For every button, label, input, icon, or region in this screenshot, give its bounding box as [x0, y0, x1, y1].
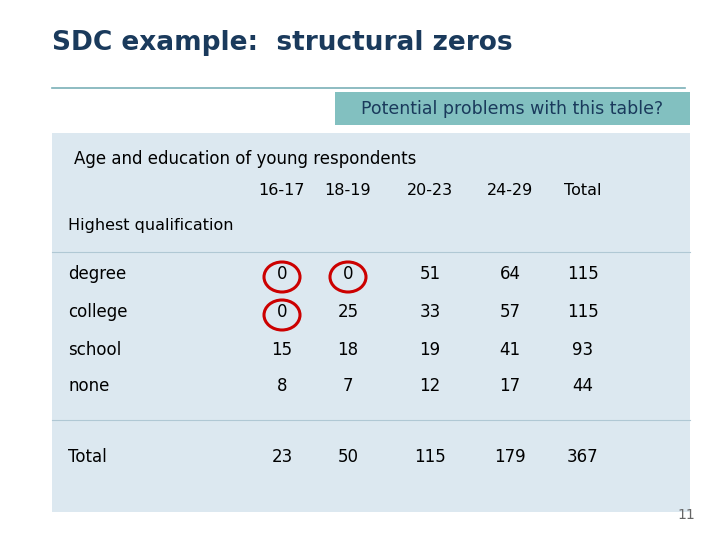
Text: 18: 18 — [338, 341, 359, 359]
Text: 19: 19 — [420, 341, 441, 359]
Text: Total: Total — [564, 183, 602, 198]
Text: 16-17: 16-17 — [258, 183, 305, 198]
Text: college: college — [68, 303, 127, 321]
Text: Potential problems with this table?: Potential problems with this table? — [361, 99, 664, 118]
Text: 0: 0 — [276, 265, 287, 283]
Text: Total: Total — [68, 448, 107, 466]
Text: 25: 25 — [338, 303, 359, 321]
Text: SDC example:  structural zeros: SDC example: structural zeros — [52, 30, 513, 56]
Text: none: none — [68, 377, 109, 395]
Text: 18-19: 18-19 — [325, 183, 372, 198]
Text: 7: 7 — [343, 377, 354, 395]
Text: 0: 0 — [343, 265, 354, 283]
Text: 41: 41 — [500, 341, 521, 359]
Bar — [335, 92, 690, 125]
Text: 115: 115 — [567, 265, 599, 283]
Text: 24-29: 24-29 — [487, 183, 533, 198]
Text: Age and education of young respondents: Age and education of young respondents — [74, 150, 416, 168]
Text: school: school — [68, 341, 121, 359]
Text: 50: 50 — [338, 448, 359, 466]
Text: 33: 33 — [419, 303, 441, 321]
Text: 93: 93 — [572, 341, 593, 359]
Text: 23: 23 — [271, 448, 292, 466]
Text: 20-23: 20-23 — [407, 183, 453, 198]
Text: 115: 115 — [414, 448, 446, 466]
Text: 15: 15 — [271, 341, 292, 359]
Text: degree: degree — [68, 265, 126, 283]
Text: Highest qualification: Highest qualification — [68, 218, 233, 233]
Text: 8: 8 — [276, 377, 287, 395]
Text: 367: 367 — [567, 448, 599, 466]
Text: 0: 0 — [276, 303, 287, 321]
Text: 44: 44 — [572, 377, 593, 395]
Text: 179: 179 — [494, 448, 526, 466]
Text: 57: 57 — [500, 303, 521, 321]
Text: 11: 11 — [678, 508, 695, 522]
Bar — [52, 133, 690, 512]
Text: 51: 51 — [420, 265, 441, 283]
Text: 64: 64 — [500, 265, 521, 283]
Text: 115: 115 — [567, 303, 599, 321]
Text: 12: 12 — [419, 377, 441, 395]
Text: 17: 17 — [500, 377, 521, 395]
